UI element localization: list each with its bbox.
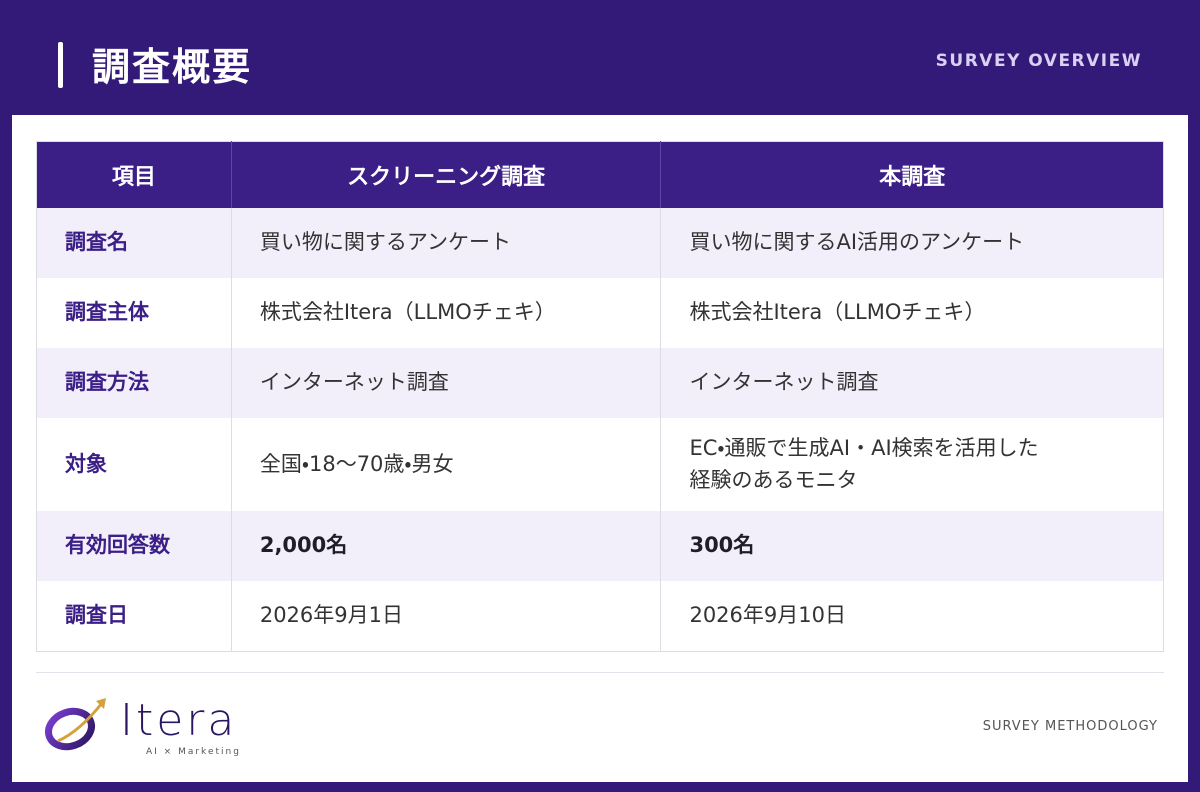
row-label: 調査方法: [36, 348, 232, 418]
table-cell: 2026年9月1日: [230, 581, 661, 651]
table-row: 調査主体 株式会社Itera（LLMOチェキ） 株式会社Itera（LLMOチェキ）: [37, 278, 1164, 348]
table-cell: 全国・18〜70歳・男女: [230, 418, 661, 511]
table-row: 有効回答数 2,000名 300名: [36, 511, 1164, 581]
row-label: 調査名: [36, 208, 232, 278]
table-cell: 買い物に関するアンケート: [230, 208, 661, 278]
logo-tagline: AI × Marketing: [146, 747, 241, 757]
footer-label: SURVEY METHODOLOGY: [982, 719, 1158, 734]
table-cell: インターネット調査: [660, 348, 1164, 418]
card: 項目 スクリーニング調査 本調査 調査名 買い物に関するアンケート 買い物に関するAI活…: [12, 115, 1188, 782]
column-header: スクリーニング調査: [230, 141, 661, 208]
header-row: 項目 スクリーニング調査 本調査: [36, 141, 1164, 208]
logo: Itera AI × Marketing: [40, 691, 239, 765]
table-cell: 株式会社Itera（LLMOチェキ）: [230, 278, 661, 348]
subtitle: SURVEY OVERVIEW: [935, 51, 1142, 71]
row-label: 調査主体: [65, 300, 149, 325]
title: 調査概要: [92, 45, 253, 89]
table-row: 調査日 2026年9月1日 2026年9月10日: [37, 581, 1164, 651]
row-label: 調査日: [65, 603, 128, 627]
table-cell: 株式会社Itera（LLMOチェキ）: [660, 278, 1164, 348]
table-row: 調査方法 インターネット調査 インターネット調査: [36, 348, 1164, 418]
table-row: 調査名 買い物に関するアンケート 買い物に関するAI活用のアンケート: [36, 208, 1164, 278]
table-cell: EC・通販で生成AI・AI検索を活用した 経験のあるモニタ: [660, 418, 1164, 511]
table-cell: 2,000名: [230, 511, 661, 581]
table-cell: 2026年9月10日: [660, 581, 1164, 651]
title-bar: [58, 42, 63, 88]
row-label: 有効回答数: [36, 511, 232, 581]
column-header: 項目: [36, 141, 232, 208]
logo-icon: [45, 698, 106, 751]
table-cell: インターネット調査: [230, 348, 661, 418]
table-cell: 300名: [660, 511, 1164, 581]
divider: [36, 672, 1164, 673]
row-label: 対象: [65, 451, 107, 476]
logo-name: Itera: [120, 695, 238, 746]
table-row: 対象 全国・18〜70歳・男女 EC・通販で生成AI・AI検索を活用した 経験のある…: [37, 418, 1164, 511]
overview-table: 項目 スクリーニング調査 本調査 調査名 買い物に関するアンケート 買い物に関するAI活…: [36, 141, 1164, 652]
table-cell: 買い物に関するAI活用のアンケート: [660, 208, 1164, 278]
column-header: 本調査: [660, 141, 1164, 208]
table-body: 調査名 買い物に関するアンケート 買い物に関するAI活用のアンケート調査主体 株式会社…: [36, 208, 1164, 651]
